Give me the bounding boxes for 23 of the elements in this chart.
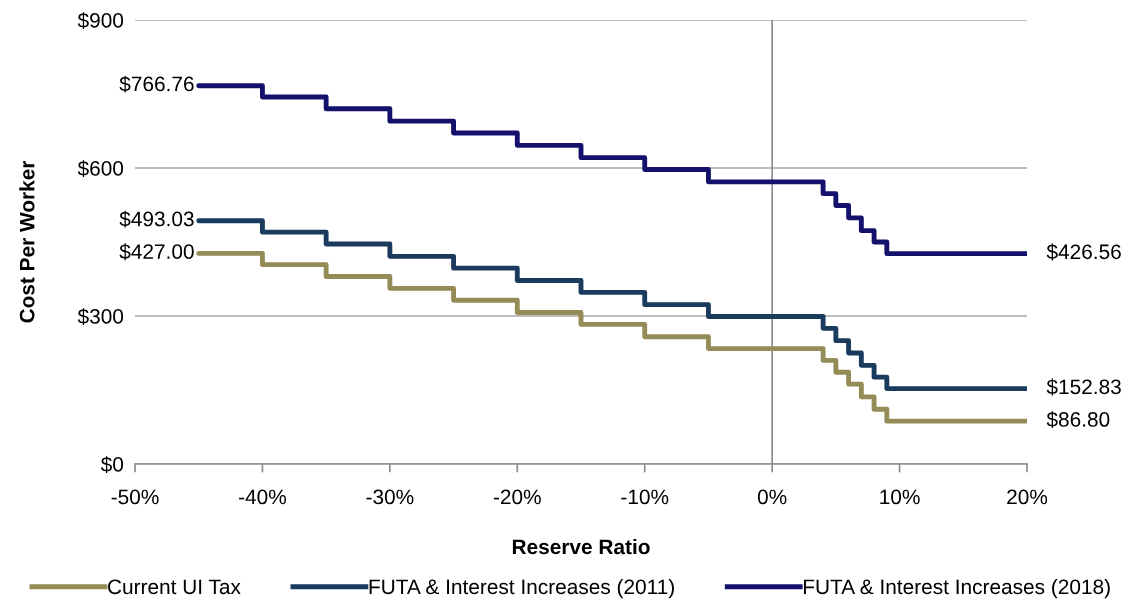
x-tick-label: -40% bbox=[239, 489, 287, 505]
x-tick-label: -30% bbox=[366, 489, 414, 505]
data-label: $493.03 bbox=[119, 210, 194, 228]
y-axis-title: Cost Per Worker bbox=[19, 160, 35, 323]
data-label: $427.00 bbox=[119, 243, 194, 261]
y-tick-label: $600 bbox=[77, 160, 124, 177]
legend-label: FUTA & Interest Increases (2018) bbox=[803, 578, 1110, 599]
x-tick-label: 0% bbox=[757, 489, 787, 505]
y-tick-label: $900 bbox=[77, 12, 124, 29]
data-label: $152.83 bbox=[1046, 378, 1121, 396]
y-tick-label: $0 bbox=[100, 456, 124, 473]
y-tick-label: $300 bbox=[77, 308, 124, 325]
legend-label: FUTA & Interest Increases (2011) bbox=[369, 578, 674, 599]
data-label: $86.80 bbox=[1046, 411, 1110, 429]
x-tick-label: -20% bbox=[493, 489, 541, 505]
data-label: $426.56 bbox=[1046, 243, 1121, 261]
x-tick-label: -50% bbox=[111, 489, 159, 505]
data-label: $766.76 bbox=[119, 75, 194, 93]
x-tick-label: 10% bbox=[880, 489, 920, 505]
x-axis-title: Reserve Ratio bbox=[512, 538, 650, 555]
legend-label: Current UI Tax bbox=[108, 579, 241, 595]
x-tick-label: -10% bbox=[621, 489, 669, 505]
x-tick-label: 20% bbox=[1007, 489, 1048, 505]
